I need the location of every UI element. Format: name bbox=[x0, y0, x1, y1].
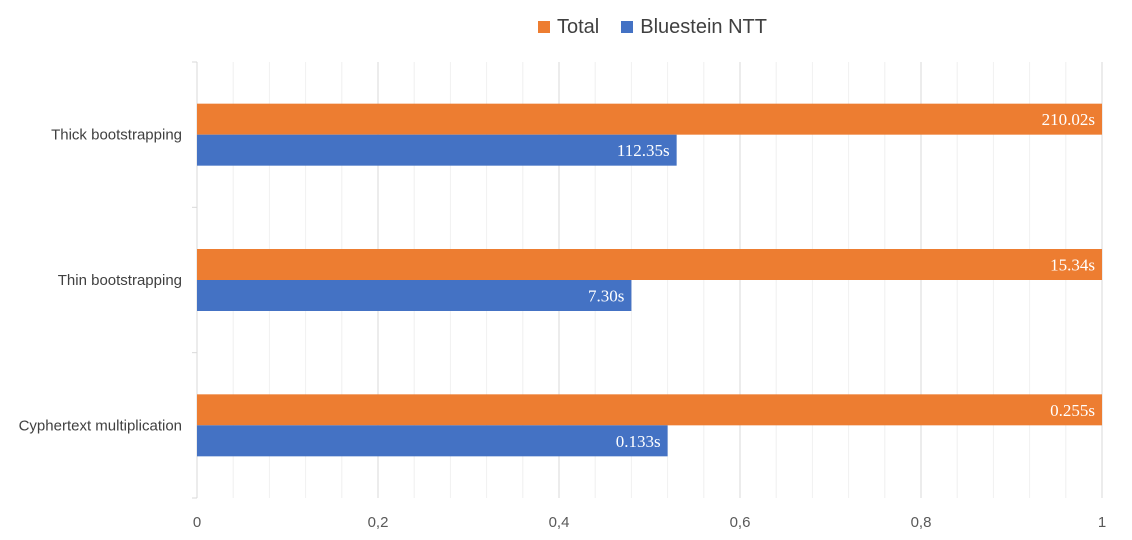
x-tick-label: 0 bbox=[193, 514, 201, 531]
x-tick-label: 0,4 bbox=[549, 514, 570, 531]
category-label: Cyphertext multiplication bbox=[19, 417, 182, 434]
bar-bluestein-ntt bbox=[197, 134, 677, 166]
x-tick-label: 1 bbox=[1098, 514, 1106, 531]
legend-label-total: Total bbox=[557, 15, 600, 38]
data-label: 0.133s bbox=[616, 432, 661, 451]
x-tick-label: 0,2 bbox=[368, 514, 389, 531]
category-label: Thick bootstrapping bbox=[51, 127, 182, 144]
data-label: 7.30s bbox=[588, 287, 624, 306]
x-tick-label: 0,8 bbox=[911, 514, 932, 531]
bar-total bbox=[197, 249, 1102, 280]
legend-item-bluestein-ntt: Bluestein NTT bbox=[621, 16, 767, 39]
category-label: Thin bootstrapping bbox=[58, 272, 182, 289]
bar-total bbox=[197, 394, 1102, 426]
legend-swatch-total bbox=[538, 21, 550, 33]
legend-item-total: Total bbox=[538, 16, 599, 39]
legend: Total Bluestein NTT bbox=[538, 14, 767, 40]
data-label: 112.35s bbox=[617, 141, 670, 160]
x-tick-label: 0,6 bbox=[730, 514, 751, 531]
bar-bluestein-ntt bbox=[197, 280, 632, 311]
bar-total bbox=[197, 103, 1102, 135]
legend-label-bluestein-ntt: Bluestein NTT bbox=[640, 15, 767, 38]
data-label: 15.34s bbox=[1050, 256, 1095, 275]
data-label: 210.02s bbox=[1042, 110, 1095, 129]
bar-bluestein-ntt bbox=[197, 425, 668, 457]
legend-swatch-bluestein-ntt bbox=[621, 21, 634, 33]
data-label: 0.255s bbox=[1050, 401, 1095, 420]
